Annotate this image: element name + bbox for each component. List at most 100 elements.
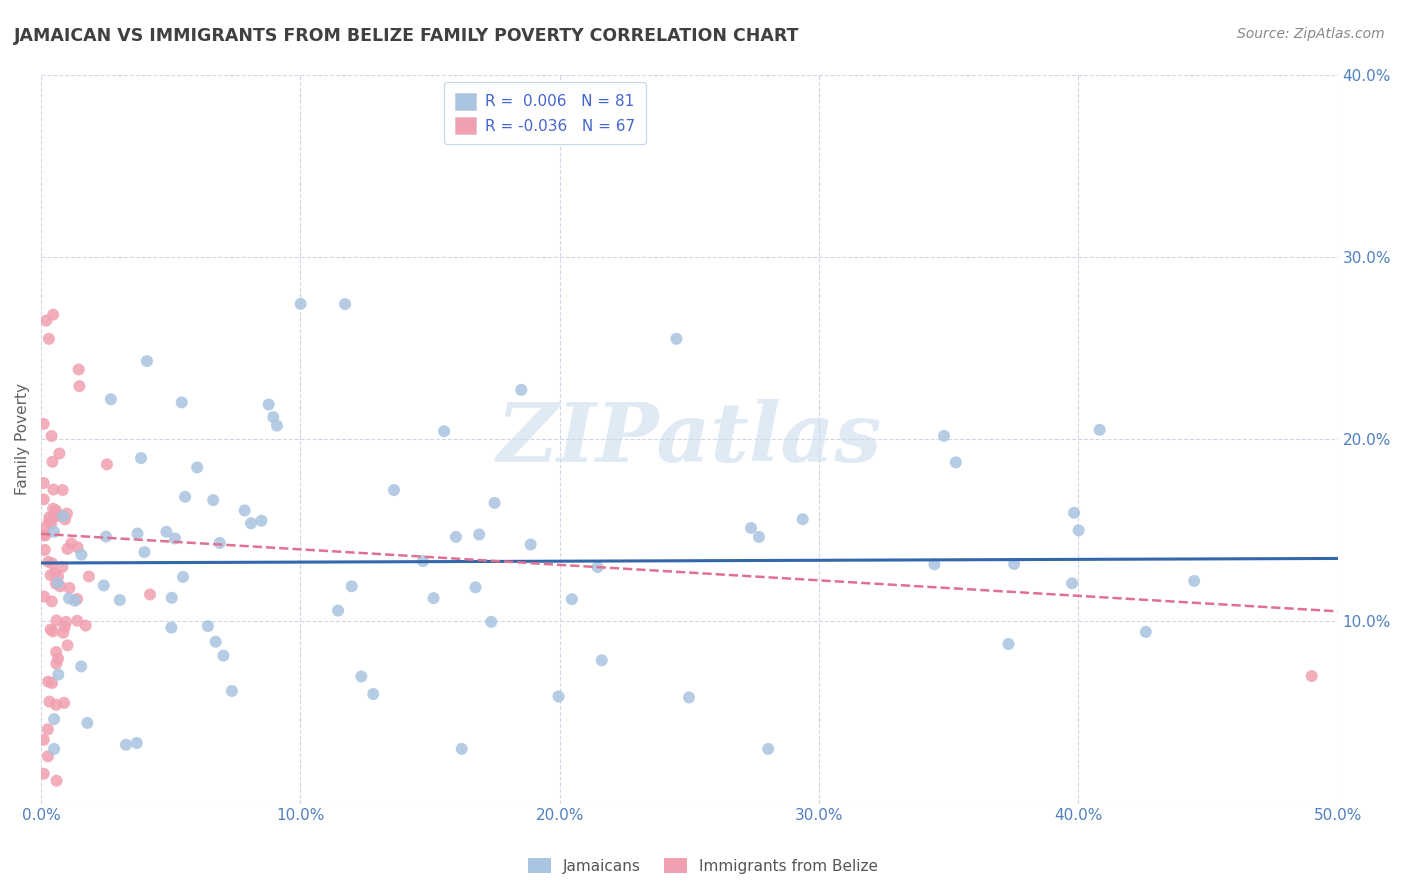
Point: [70, 659, 93, 673]
Point: [221, 684, 243, 698]
Point: [208, 536, 231, 550]
Point: [42, 483, 65, 497]
Point: [433, 424, 456, 438]
Point: [37, 674, 59, 689]
Point: [468, 527, 491, 541]
Point: [100, 392, 122, 407]
Y-axis label: Family Poverty: Family Poverty: [15, 383, 30, 495]
Point: [49, 579, 72, 593]
Point: [32, 476, 55, 491]
Point: [32, 528, 55, 542]
Point: [250, 514, 273, 528]
Point: [326, 604, 349, 618]
Point: [197, 619, 219, 633]
Point: [46, 667, 69, 681]
Point: [1301, 669, 1323, 683]
Point: [45, 503, 67, 517]
Point: [39, 568, 62, 582]
Point: [382, 483, 405, 497]
Point: [39, 623, 62, 637]
Point: [67, 379, 90, 393]
Point: [32, 590, 55, 604]
Text: Source: ZipAtlas.com: Source: ZipAtlas.com: [1237, 27, 1385, 41]
Point: [52, 483, 75, 497]
Point: [212, 648, 235, 663]
Point: [172, 570, 194, 584]
Point: [39, 516, 62, 531]
Point: [422, 591, 444, 606]
Point: [41, 676, 63, 690]
Point: [115, 738, 138, 752]
Point: [45, 698, 67, 712]
Point: [129, 451, 152, 466]
Point: [450, 742, 472, 756]
Point: [240, 516, 263, 531]
Point: [945, 455, 967, 469]
Point: [756, 742, 779, 756]
Point: [792, 512, 814, 526]
Point: [53, 512, 76, 526]
Point: [53, 696, 76, 710]
Point: [41, 594, 63, 608]
Point: [75, 618, 97, 632]
Point: [591, 653, 613, 667]
Point: [42, 624, 65, 639]
Point: [361, 687, 384, 701]
Point: [38, 515, 60, 529]
Point: [56, 507, 79, 521]
Point: [174, 490, 197, 504]
Point: [42, 524, 65, 539]
Point: [125, 736, 148, 750]
Point: [32, 521, 55, 535]
Point: [58, 591, 80, 606]
Point: [333, 297, 356, 311]
Legend: R =  0.006   N = 81, R = -0.036   N = 67: R = 0.006 N = 81, R = -0.036 N = 67: [444, 82, 647, 145]
Point: [1088, 423, 1111, 437]
Point: [519, 537, 541, 551]
Point: [748, 530, 770, 544]
Point: [45, 576, 67, 591]
Point: [53, 620, 76, 634]
Point: [42, 509, 65, 524]
Legend: Jamaicans, Immigrants from Belize: Jamaicans, Immigrants from Belize: [522, 852, 884, 880]
Point: [932, 429, 955, 443]
Point: [1182, 574, 1205, 588]
Point: [77, 569, 100, 583]
Point: [163, 532, 186, 546]
Point: [160, 591, 183, 605]
Point: [412, 554, 434, 568]
Point: [46, 651, 69, 665]
Point: [56, 638, 79, 652]
Point: [41, 557, 63, 571]
Point: [45, 773, 67, 788]
Point: [67, 362, 90, 376]
Point: [1002, 557, 1025, 571]
Point: [340, 579, 363, 593]
Point: [37, 749, 59, 764]
Point: [96, 458, 118, 472]
Point: [38, 695, 60, 709]
Point: [924, 558, 946, 572]
Point: [46, 575, 69, 590]
Point: [51, 560, 73, 574]
Point: [1067, 524, 1090, 538]
Text: JAMAICAN VS IMMIGRANTS FROM BELIZE FAMILY POVERTY CORRELATION CHART: JAMAICAN VS IMMIGRANTS FROM BELIZE FAMIL…: [14, 27, 800, 45]
Point: [34, 543, 56, 558]
Point: [55, 615, 77, 629]
Point: [45, 645, 67, 659]
Point: [41, 455, 63, 469]
Point: [32, 492, 55, 507]
Point: [464, 580, 486, 594]
Text: ZIPatlas: ZIPatlas: [496, 399, 882, 479]
Point: [63, 594, 86, 608]
Point: [42, 712, 65, 726]
Point: [108, 593, 131, 607]
Point: [37, 723, 59, 737]
Point: [479, 615, 502, 629]
Point: [155, 524, 177, 539]
Point: [257, 397, 280, 411]
Point: [134, 545, 156, 559]
Point: [66, 614, 89, 628]
Point: [60, 536, 83, 550]
Point: [561, 592, 583, 607]
